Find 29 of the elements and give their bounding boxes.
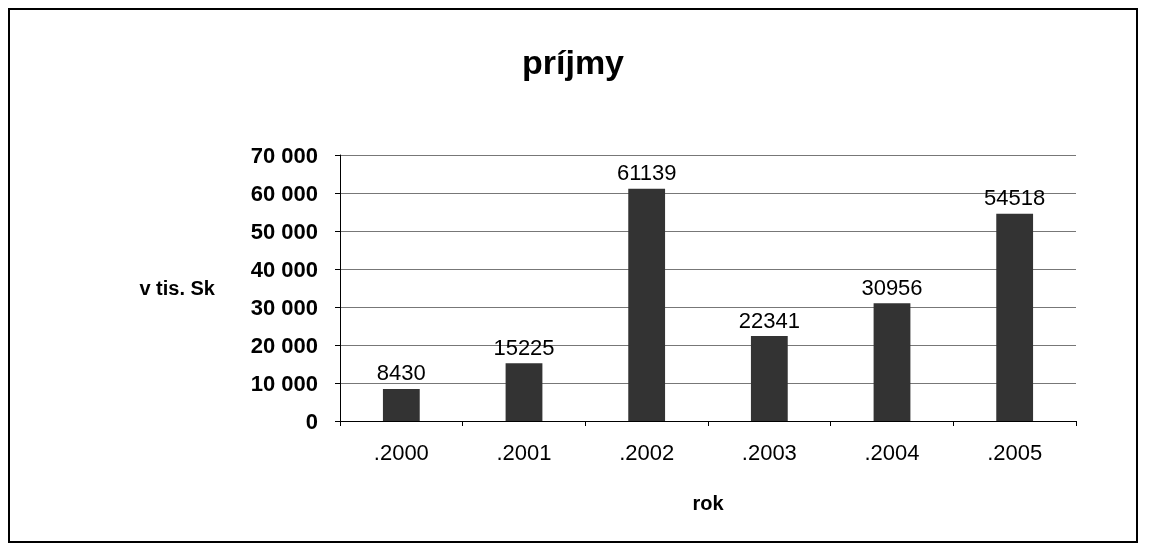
data-label: 61139	[616, 160, 677, 186]
y-tick-label: 20 000	[250, 332, 318, 358]
data-label: 54518	[984, 185, 1046, 211]
y-axis-title: v tis. Sk	[139, 277, 216, 299]
data-label: 30956	[861, 274, 923, 300]
bar	[628, 188, 666, 421]
bar	[505, 363, 543, 421]
chart-title: príjmy	[521, 43, 625, 81]
y-tick-label: 10 000	[250, 370, 318, 396]
x-tick-label: .2001	[496, 439, 552, 465]
bar	[996, 213, 1034, 421]
x-axis-title: rok	[692, 492, 725, 514]
x-tick-label: .2004	[864, 439, 920, 465]
bar	[382, 388, 420, 421]
bar	[873, 303, 911, 421]
x-tick-label: .2005	[987, 439, 1043, 465]
x-tick-label: .2002	[619, 439, 675, 465]
x-tick-label: .2000	[373, 439, 429, 465]
data-label: 22341	[738, 307, 800, 333]
y-tick-label: 40 000	[250, 256, 318, 282]
x-tick-label: .2003	[741, 439, 797, 465]
bar	[750, 336, 788, 421]
y-tick-label: 30 000	[250, 294, 318, 320]
y-tick-label: 70 000	[250, 142, 318, 168]
y-tick-label: 60 000	[250, 180, 318, 206]
data-label: 15225	[493, 334, 555, 360]
y-tick-label: 50 000	[250, 218, 318, 244]
y-tick-label: 0	[305, 408, 318, 434]
data-label: 8430	[376, 360, 426, 386]
